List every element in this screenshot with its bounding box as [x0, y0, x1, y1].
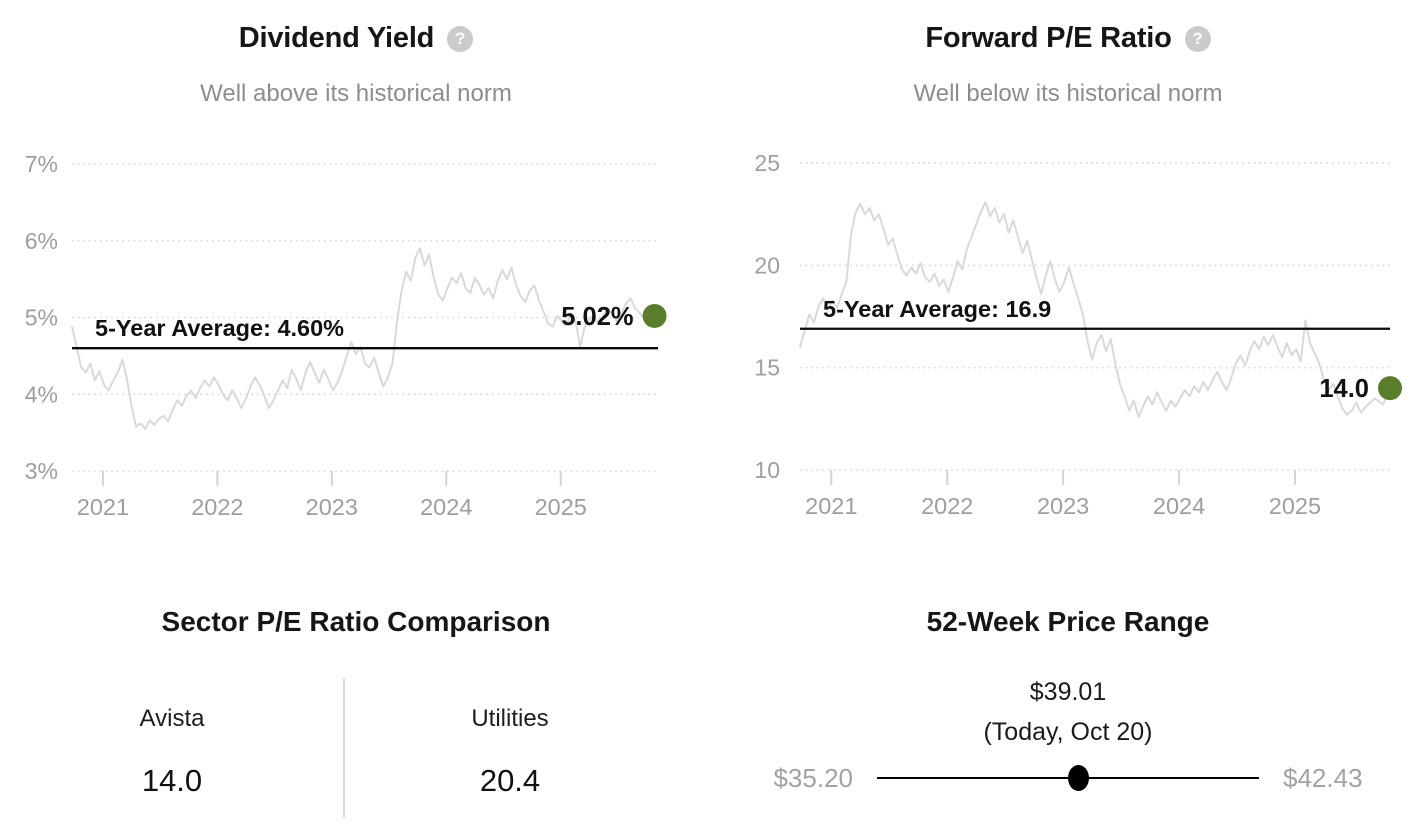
forward-pe-subtitle: Well below its historical norm	[913, 80, 1223, 107]
x-axis-label: 2021	[805, 493, 857, 519]
current-price: $39.01	[1029, 678, 1107, 706]
x-axis-label: 2023	[306, 494, 358, 520]
dividend-yield-subtitle: Well above its historical norm	[200, 80, 512, 107]
forward-pe-title-row: Forward P/E Ratio ?	[712, 22, 1424, 55]
x-axis-label: 2025	[1269, 493, 1321, 519]
range-track	[877, 765, 1259, 791]
x-axis-label: 2021	[77, 494, 129, 520]
comparison-value: 20.4	[479, 763, 541, 798]
y-axis-label: 25	[754, 150, 780, 176]
y-axis-label: 5%	[25, 305, 58, 331]
x-axis-label: 2022	[191, 494, 243, 520]
y-axis-label: 7%	[25, 151, 58, 177]
current-value-dot	[1378, 376, 1402, 401]
dividend-yield-chart: 7% 6% 5% 4% 3% 2021 2022 2023 2024 2025 5-Year Ave…	[25, 151, 667, 520]
average-line-label: 5-Year Average: 4.60%	[95, 315, 344, 341]
dividend-yield-title: Dividend Yield	[238, 22, 435, 54]
y-axis-label: 15	[754, 355, 780, 381]
sector-comparison-title: Sector P/E Ratio Comparison	[161, 606, 551, 637]
price-range-slider: $35.20 $42.43	[712, 748, 1424, 808]
series-line	[71, 247, 656, 430]
price-range-title: 52-Week Price Range	[926, 606, 1210, 637]
comparison-label: Avista	[139, 705, 205, 732]
current-price-marker-dot[interactable]	[1067, 765, 1089, 791]
comparison-column-avista: Avista 14.0	[0, 705, 344, 799]
forward-pe-panel: Forward P/E Ratio ? Well below its histo…	[712, 0, 1424, 580]
current-price-date: (Today, Oct 20)	[983, 718, 1153, 746]
current-value-label: 14.0	[1319, 375, 1369, 403]
y-axis-label: 10	[754, 457, 780, 483]
help-icon[interactable]: ?	[447, 25, 474, 52]
x-axis-label: 2024	[1153, 493, 1205, 519]
x-axis-label: 2023	[1037, 493, 1089, 519]
x-axis-label: 2024	[420, 494, 472, 520]
y-axis-label: 6%	[25, 228, 58, 254]
price-range-panel: 52-Week Price Range $39.01 (Today, Oct 2…	[712, 580, 1424, 834]
dividend-yield-panel: Dividend Yield ? Well above its historic…	[0, 0, 712, 580]
y-axis-label: 20	[754, 252, 780, 278]
y-axis-label: 4%	[25, 381, 58, 407]
sector-pe-comparison-panel: Sector P/E Ratio Comparison Avista 14.0 …	[0, 580, 712, 834]
current-value-label: 5.02%	[561, 303, 633, 331]
comparison-label: Utilities	[471, 705, 549, 732]
comparison-value: 14.0	[141, 763, 203, 798]
y-axis-label: 3%	[25, 458, 58, 484]
x-axis-label: 2025	[535, 494, 587, 520]
series-line	[799, 200, 1391, 418]
dividend-yield-title-row: Dividend Yield ?	[0, 22, 712, 55]
current-value-dot	[642, 303, 667, 328]
x-axis-label: 2022	[921, 493, 973, 519]
help-icon[interactable]: ?	[1184, 25, 1211, 52]
average-line-label: 5-Year Average: 16.9	[823, 296, 1051, 322]
range-high-label: $42.43	[1283, 762, 1363, 793]
comparison-column-utilities: Utilities 20.4	[344, 705, 676, 799]
forward-pe-title: Forward P/E Ratio	[925, 22, 1172, 54]
range-low-label: $35.20	[773, 762, 853, 793]
vertical-divider	[343, 678, 345, 818]
forward-pe-chart: 25 20 15 10 2021 2022 2023 2024 2025 5-Year Avera…	[754, 150, 1402, 519]
